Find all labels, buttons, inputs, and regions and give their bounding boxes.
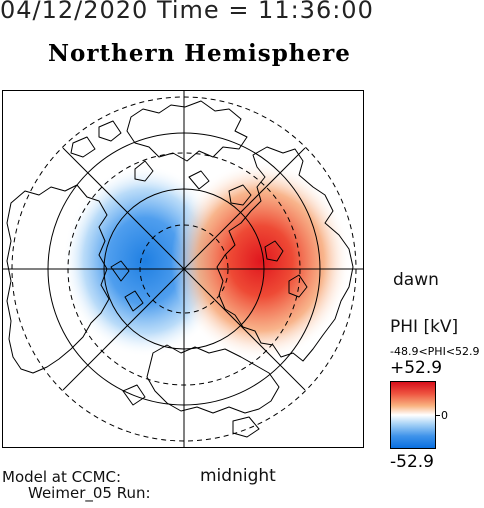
model-credit-line-1: Model at CCMC: bbox=[2, 468, 122, 486]
colorbar-max-label: +52.9 bbox=[390, 358, 443, 378]
coastlines bbox=[6, 100, 354, 438]
colorbar-range: -48.9<PHI<52.9 bbox=[390, 345, 480, 358]
colorbar-title: PHI [kV] bbox=[390, 317, 459, 337]
hemisphere-title: Northern Hemisphere bbox=[48, 40, 351, 67]
colorbar-zero-tick bbox=[436, 415, 440, 416]
meridian-diagonal-2 bbox=[62, 147, 306, 391]
midnight-label: midnight bbox=[200, 466, 276, 486]
model-credit-line-2: Weimer_05 Run: bbox=[28, 484, 151, 502]
colorbar-min-label: -52.9 bbox=[390, 452, 434, 472]
positive-potential-cell bbox=[171, 161, 351, 361]
dawn-label: dawn bbox=[393, 270, 439, 290]
polar-map-frame bbox=[2, 90, 364, 448]
date-time-header: 04/12/2020 Time = 11:36:00 bbox=[0, 0, 374, 24]
colorbar bbox=[390, 381, 436, 449]
colorbar-zero-label: 0 bbox=[441, 409, 448, 422]
polar-map-plot bbox=[3, 91, 363, 447]
